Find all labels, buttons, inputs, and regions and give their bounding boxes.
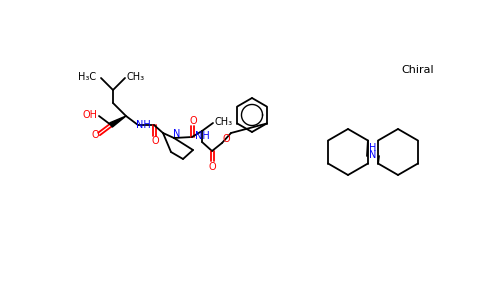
- Text: N: N: [369, 150, 377, 160]
- Text: CH₃: CH₃: [215, 117, 233, 127]
- Text: OH: OH: [82, 110, 97, 120]
- Text: Chiral: Chiral: [402, 65, 434, 75]
- Text: CH₃: CH₃: [127, 72, 145, 82]
- Polygon shape: [110, 116, 126, 127]
- Text: O: O: [189, 116, 197, 126]
- Text: N: N: [173, 129, 181, 139]
- Text: H₃C: H₃C: [78, 72, 96, 82]
- Text: O: O: [208, 162, 216, 172]
- Text: H: H: [369, 143, 377, 153]
- Text: O: O: [222, 134, 230, 144]
- Text: O: O: [91, 130, 99, 140]
- Text: O: O: [151, 136, 159, 146]
- Text: NH: NH: [195, 131, 210, 141]
- Text: NH: NH: [136, 120, 151, 130]
